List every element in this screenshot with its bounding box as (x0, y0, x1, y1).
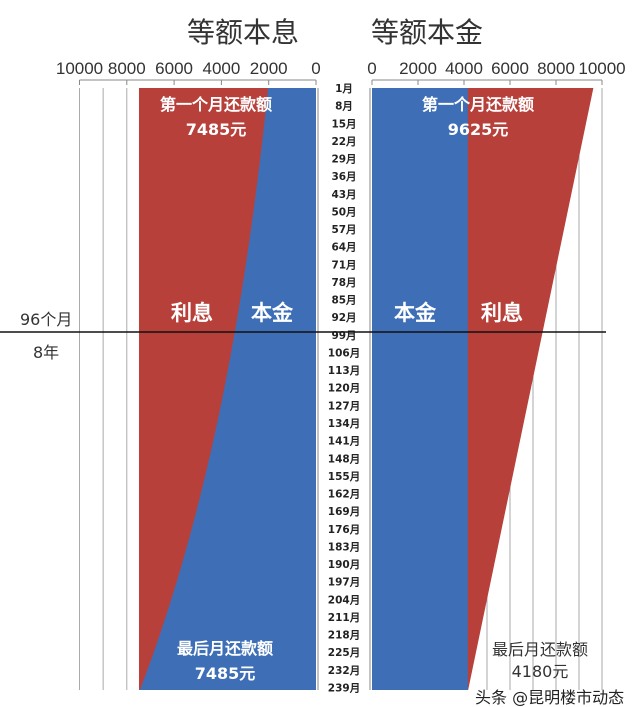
month-label: 225月 (328, 647, 360, 659)
month-label: 176月 (328, 524, 360, 536)
left-tick-label: 6000 (155, 59, 193, 78)
left-tick-label: 8000 (108, 59, 146, 78)
month-label: 239月 (328, 682, 360, 694)
month-label: 8月 (335, 101, 353, 113)
left-tick-label: 10000 (56, 59, 103, 78)
month-label: 113月 (328, 365, 360, 377)
right-first-month-label: 第一个月还款额 (422, 95, 534, 114)
month-label: 78月 (331, 277, 356, 289)
right-tick-label: 10000 (578, 59, 625, 78)
right-first-month-amount: 9625元 (448, 120, 509, 139)
marker-years-label: 8年 (33, 343, 59, 362)
right-last-month-label: 最后月还款额 (492, 640, 588, 659)
month-label: 155月 (328, 471, 360, 483)
right-chart-title: 等额本金 (371, 16, 483, 49)
month-label: 162月 (328, 489, 360, 501)
left-tick-label: 4000 (202, 59, 240, 78)
month-label: 232月 (328, 665, 360, 677)
month-label: 148月 (328, 453, 360, 465)
right-interest-label: 利息 (481, 301, 523, 325)
left-first-month-label: 第一个月还款额 (160, 95, 272, 114)
right-tick-label: 0 (367, 59, 376, 78)
right-tick-label: 4000 (445, 59, 483, 78)
right-tick-label: 8000 (537, 59, 575, 78)
month-label: 190月 (328, 559, 360, 571)
left-chart-title: 等额本息 (187, 16, 299, 49)
marker-months-label: 96个月 (20, 310, 72, 329)
month-label: 127月 (328, 400, 360, 412)
month-label: 211月 (328, 612, 360, 624)
month-label: 15月 (331, 118, 356, 130)
right-tick-label: 6000 (491, 59, 529, 78)
month-label: 169月 (328, 506, 360, 518)
month-label: 64月 (331, 242, 356, 254)
left-tick-label: 2000 (250, 59, 288, 78)
left-last-month-label: 最后月还款额 (177, 639, 273, 658)
right-principal-label: 本金 (394, 301, 437, 325)
month-label: 50月 (331, 206, 356, 218)
month-label: 22月 (331, 136, 356, 148)
month-label: 183月 (328, 541, 360, 553)
month-label: 57月 (331, 224, 356, 236)
month-label: 218月 (328, 630, 360, 642)
month-label: 29月 (331, 154, 356, 166)
left-first-month-amount: 7485元 (186, 120, 247, 139)
month-label: 43月 (331, 189, 356, 201)
left-last-month-amount: 7485元 (195, 664, 256, 683)
month-label: 204月 (328, 594, 360, 606)
right-principal-area (372, 88, 468, 690)
month-label: 141月 (328, 436, 360, 448)
left-principal-area (139, 88, 316, 690)
month-label: 1月 (335, 83, 353, 95)
month-label: 106月 (328, 347, 360, 359)
month-label: 85月 (331, 295, 356, 307)
left-principal-label: 本金 (251, 301, 294, 325)
right-tick-label: 2000 (399, 59, 437, 78)
left-interest-label: 利息 (171, 301, 213, 325)
month-label: 36月 (331, 171, 356, 183)
month-label: 92月 (331, 312, 356, 324)
month-label: 99月 (331, 330, 356, 342)
left-tick-label: 0 (311, 59, 320, 78)
right-last-month-amount: 4180元 (512, 662, 569, 681)
month-label: 197月 (328, 577, 360, 589)
month-label: 71月 (331, 259, 356, 271)
watermark: 头条 @昆明楼市动态 (475, 688, 624, 707)
month-label: 120月 (328, 383, 360, 395)
month-label: 134月 (328, 418, 360, 430)
